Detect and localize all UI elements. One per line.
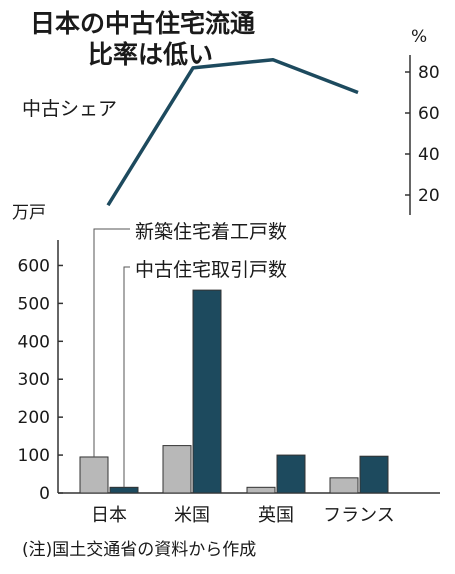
legend-leader-new-housing xyxy=(93,228,130,457)
bar-axis-tick-label: 100 xyxy=(18,446,50,466)
category-label: フランス xyxy=(323,505,395,526)
category-label: 日本 xyxy=(91,505,127,526)
category-label: 英国 xyxy=(258,505,294,526)
line-series-label: 中古シェア xyxy=(22,98,117,120)
line-axis-tick-label: 20 xyxy=(418,186,440,206)
line-axis-tick-label: 40 xyxy=(418,145,440,165)
bar-new-housing xyxy=(246,486,276,494)
line-axis-tick-label: 60 xyxy=(418,104,440,124)
category-label: 米国 xyxy=(174,505,210,526)
line-chart-unit-label: % xyxy=(411,27,427,47)
chart-title-line-1: 日本の中古住宅流通 xyxy=(30,9,255,38)
bar-new-housing xyxy=(329,477,359,494)
legend-label-new-housing: 新築住宅着工戸数 xyxy=(135,221,287,243)
bar-used-housing xyxy=(276,454,306,494)
chart-title-line-2: 比率は低い xyxy=(88,40,213,69)
source-note: (注)国土交通省の資料から作成 xyxy=(22,540,256,560)
bar-used-housing xyxy=(192,289,222,494)
bar-axis-tick-label: 400 xyxy=(18,332,50,352)
bar-used-housing xyxy=(359,455,389,494)
line-axis-tick-label: 80 xyxy=(418,63,440,83)
line-series-share xyxy=(106,57,359,207)
bar-axis-tick-label: 0 xyxy=(39,484,50,504)
bar-used-housing xyxy=(109,486,139,494)
bar-axis-tick-label: 300 xyxy=(18,370,50,390)
legend-leader-used-housing xyxy=(123,266,130,488)
bar-axis-tick-label: 200 xyxy=(18,408,50,428)
bar-new-housing xyxy=(79,456,109,494)
legend-label-used-housing: 中古住宅取引戸数 xyxy=(135,259,287,281)
bar-axis-tick-label: 600 xyxy=(18,256,50,276)
bar-axis-tick-label: 500 xyxy=(18,294,50,314)
bar-chart-unit-label: 万戸 xyxy=(12,203,46,223)
bar-new-housing xyxy=(162,445,192,494)
